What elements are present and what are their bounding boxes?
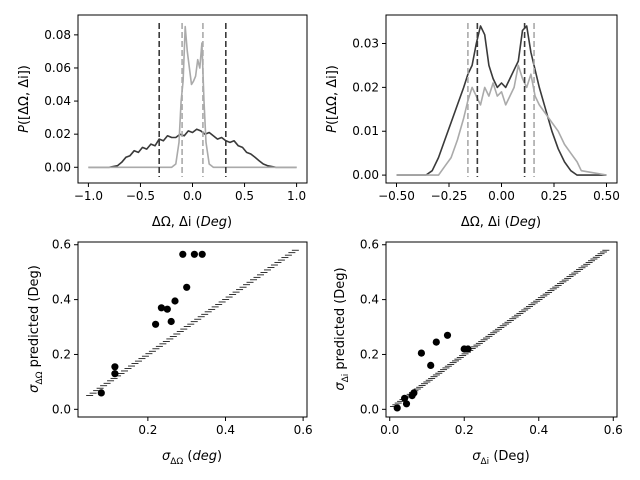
y-tick-label: 0.2 bbox=[360, 347, 379, 361]
x-axis-label: ΔΩ, Δi (Deg) bbox=[461, 215, 541, 230]
axes-frame bbox=[385, 241, 618, 418]
scatter-point bbox=[111, 370, 119, 378]
x-tick-label: 0.0 bbox=[183, 189, 202, 203]
y-tick-label: 0.01 bbox=[352, 124, 379, 138]
y-tick-label: 0.02 bbox=[44, 127, 71, 141]
scatter-point bbox=[183, 283, 191, 291]
scatter-point bbox=[97, 389, 105, 397]
x-tick-label: 0.25 bbox=[541, 189, 568, 203]
x-tick-label: 0.4 bbox=[529, 423, 548, 437]
series-line-omega bbox=[88, 128, 297, 169]
scatter-point bbox=[179, 250, 187, 258]
y-tick-label: 0.4 bbox=[52, 293, 71, 307]
scatter-point bbox=[157, 304, 165, 312]
scatter-point bbox=[393, 404, 401, 412]
y-tick-label: 0.6 bbox=[360, 238, 379, 252]
scatter-point bbox=[432, 338, 440, 346]
panel-bottom-left: 0.2 0.4 0.60.00.20.40.6 σΔΩ (deg) σΔΩ pred… bbox=[27, 238, 313, 467]
axis-ticks: −0.50 −0.25 0.00 0.25 0.50 0.00 0.01 0.02 0.03 bbox=[352, 37, 620, 203]
x-tick-label: 0.50 bbox=[593, 189, 620, 203]
scatter-point bbox=[163, 305, 171, 313]
scatter-point bbox=[417, 349, 425, 357]
series-line-omega bbox=[396, 25, 607, 176]
y-tick-label: 0.04 bbox=[44, 94, 71, 108]
scatter-point bbox=[171, 297, 179, 305]
scatter-point bbox=[111, 363, 119, 371]
x-tick-label: 0.00 bbox=[488, 189, 515, 203]
axis-ticks: 0.0 0.2 0.4 0.6 0.0 0.2 0.4 0.6 bbox=[360, 238, 623, 437]
axes-frame bbox=[77, 241, 308, 418]
y-tick-label: 0.00 bbox=[44, 160, 71, 174]
scatter-point bbox=[198, 250, 206, 258]
x-tick-label: −0.5 bbox=[126, 189, 155, 203]
x-tick-label: 0.0 bbox=[380, 423, 399, 437]
x-tick-label: 1.0 bbox=[287, 189, 306, 203]
x-tick-label: 0.5 bbox=[235, 189, 254, 203]
x-tick-label: 0.2 bbox=[138, 423, 157, 437]
x-tick-label: −0.50 bbox=[378, 189, 415, 203]
x-tick-label: 0.6 bbox=[294, 423, 313, 437]
axis-ticks: −1.0 −0.5 0.0 0.5 1.0 0.00 0.02 0.04 0.06 0.08 bbox=[44, 28, 306, 203]
scatter-point bbox=[402, 400, 411, 408]
x-tick-label: 0.6 bbox=[604, 423, 623, 437]
scatter-point bbox=[190, 250, 198, 258]
plot-area bbox=[88, 23, 297, 177]
y-tick-label: 0.08 bbox=[44, 28, 71, 42]
plot-area bbox=[396, 23, 607, 177]
x-axis-label: σΔi (Deg) bbox=[472, 449, 529, 467]
y-tick-label: 0.2 bbox=[52, 347, 71, 361]
x-tick-label: 0.2 bbox=[455, 423, 474, 437]
scatter-point bbox=[443, 331, 452, 339]
y-axis-label: σΔΩ predicted (Deg) bbox=[27, 265, 45, 393]
y-axis-label: P([ΔΩ, Δi]) bbox=[325, 65, 340, 133]
y-axis-label: P([ΔΩ, Δi]) bbox=[17, 65, 32, 133]
axis-ticks: 0.2 0.4 0.6 0.0 0.2 0.4 0.6 bbox=[52, 238, 313, 437]
axes-frame bbox=[385, 14, 618, 184]
y-axis-label: σΔi predicted (Deg) bbox=[333, 267, 351, 390]
scatter-point bbox=[167, 317, 175, 326]
x-axis-label: ΔΩ, Δi (Deg) bbox=[152, 215, 232, 230]
x-tick-label: 0.4 bbox=[216, 423, 235, 437]
series-line-inclination bbox=[88, 25, 297, 169]
plot-area bbox=[86, 249, 299, 397]
panel-top-right: −0.50 −0.25 0.00 0.25 0.50 0.00 0.01 0.02 0.03 Δ… bbox=[325, 14, 620, 230]
y-tick-label: 0.0 bbox=[360, 402, 379, 416]
scatter-point bbox=[410, 389, 418, 397]
y-tick-label: 0.00 bbox=[352, 168, 379, 182]
y-tick-label: 0.02 bbox=[352, 80, 379, 94]
panel-top-left: −1.0 −0.5 0.0 0.5 1.0 0.00 0.02 0.04 0.06 0.08 ΔΩ… bbox=[17, 14, 308, 230]
y-tick-label: 0.03 bbox=[352, 37, 379, 51]
y-tick-label: 0.0 bbox=[52, 402, 71, 416]
series-line-inclination bbox=[396, 64, 607, 176]
x-tick-label: −0.25 bbox=[431, 189, 468, 203]
y-tick-label: 0.6 bbox=[52, 238, 71, 252]
scatter-point bbox=[401, 394, 409, 402]
y-tick-label: 0.4 bbox=[360, 293, 379, 307]
scatter-point bbox=[464, 345, 472, 353]
plot-area bbox=[389, 249, 610, 412]
panel-bottom-right: 0.0 0.2 0.4 0.6 0.0 0.2 0.4 0.6 σΔi (Deg) σΔi p… bbox=[333, 238, 623, 467]
scatter-point bbox=[427, 361, 435, 369]
x-tick-label: −1.0 bbox=[74, 189, 103, 203]
y-tick-label: 0.06 bbox=[44, 61, 71, 75]
axes-frame bbox=[77, 14, 308, 184]
scatter-point bbox=[152, 320, 160, 328]
